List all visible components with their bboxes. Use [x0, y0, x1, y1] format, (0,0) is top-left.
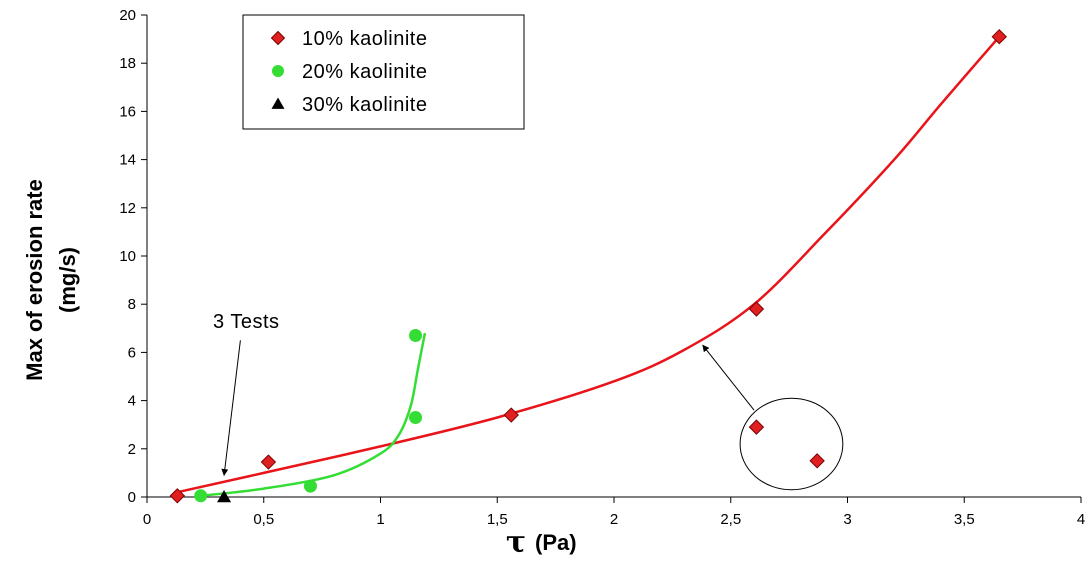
y-tick-label: 4 [128, 393, 136, 410]
legend-box [242, 14, 525, 130]
data-point-series-0 [503, 407, 519, 423]
x-tick-label: 4 [1077, 511, 1085, 528]
x-ticks: 0 0,5 1 1,5 2 2,5 3 3,5 4 [143, 497, 1085, 528]
x-tick-label: 2,5 [720, 511, 741, 528]
x-tick-label: 2 [610, 511, 618, 528]
data-point-series-0 [748, 301, 765, 317]
y-tick-label: 14 [119, 152, 136, 169]
y-tick-label: 0 [128, 489, 136, 506]
x-axis-symbol: τ [506, 525, 526, 560]
data-point-series-2 [217, 490, 232, 503]
legend-marker-1 [272, 65, 284, 77]
data-point-series-1 [409, 329, 423, 343]
y-tick-label: 10 [119, 248, 136, 265]
data-point-series-1 [409, 410, 423, 424]
legend-label-0: 10% kaolinite [302, 28, 427, 50]
data-point-series-1 [194, 489, 208, 503]
data-point-series-0 [169, 488, 186, 504]
y-tick-label: 16 [119, 103, 136, 120]
data-point-series-0 [748, 419, 765, 435]
data-point-series-1 [303, 479, 317, 493]
y-ticks: 0 2 4 6 8 10 12 14 16 18 20 [119, 7, 147, 506]
legend-label-1: 20% kaolinite [302, 61, 427, 83]
y-tick-label: 18 [119, 55, 136, 72]
x-tick-label: 3 [843, 511, 851, 528]
legend-marker-2 [271, 97, 285, 109]
x-tick-label: 1 [376, 511, 384, 528]
data-point-series-0 [991, 28, 1007, 45]
y-axis-unit: (mg/s) [55, 247, 80, 313]
annotation-arrow [702, 344, 755, 411]
fit-curves [177, 35, 1001, 498]
y-tick-label: 2 [128, 441, 136, 458]
y-tick-label: 12 [119, 200, 136, 217]
fit-curve-series-0 [177, 35, 1001, 494]
data-points [169, 28, 1007, 504]
highlight-ellipse [739, 397, 844, 491]
y-tick-label: 8 [128, 296, 136, 313]
x-tick-label: 0 [143, 511, 151, 528]
x-tick-label: 1,5 [487, 511, 508, 528]
y-tick-label: 6 [128, 344, 136, 361]
y-tick-label: 20 [119, 7, 136, 24]
data-point-series-0 [809, 453, 825, 469]
legend-label-2: 30% kaolinite [302, 94, 427, 116]
legend-marker-0 [270, 30, 286, 46]
data-point-series-0 [260, 454, 277, 470]
annotations [221, 340, 844, 491]
x-axis-title: (Pa) [535, 530, 577, 555]
fit-curve-series-1 [200, 332, 427, 498]
annotation-3-tests: 3 Tests [213, 311, 280, 333]
annotation-arrow [221, 340, 241, 477]
x-tick-label: 3,5 [954, 511, 975, 528]
y-axis-title: Max of erosion rate [22, 179, 47, 381]
x-tick-label: 0,5 [253, 511, 274, 528]
legend: 10% kaolinite 20% kaolinite 30% kaolinite [242, 14, 525, 130]
